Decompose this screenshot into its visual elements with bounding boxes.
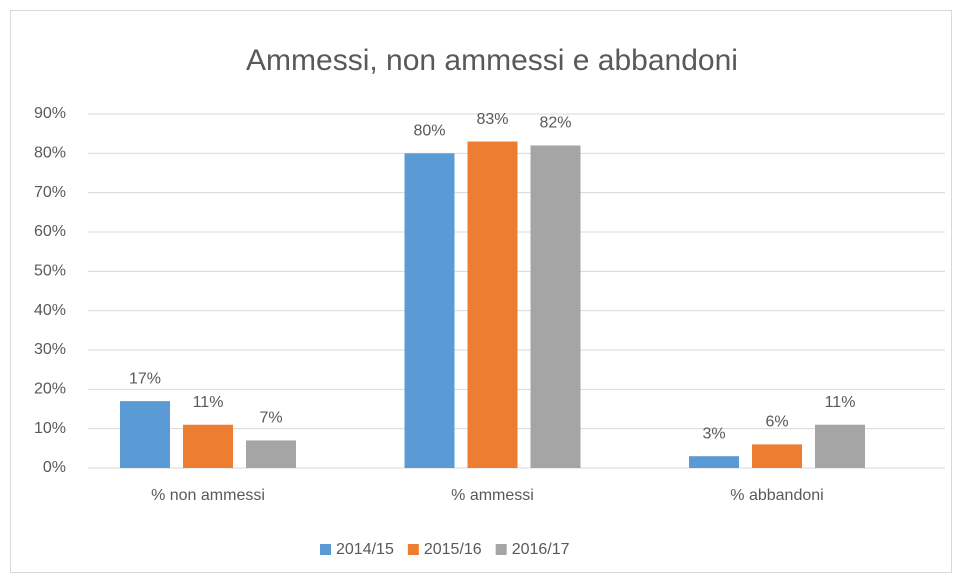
x-tick-label: % abbandoni — [730, 487, 823, 504]
data-label: 83% — [476, 111, 508, 128]
data-label: 11% — [825, 394, 856, 411]
data-label: 82% — [539, 115, 571, 132]
legend-label: 2014/15 — [336, 541, 394, 558]
x-tick-label: % non ammessi — [151, 487, 265, 504]
y-tick-label: 90% — [34, 105, 66, 122]
bar — [689, 456, 739, 468]
data-label: 3% — [702, 425, 725, 442]
legend-swatch — [495, 544, 507, 555]
legend-label: 2016/17 — [512, 541, 570, 558]
y-tick-label: 40% — [34, 302, 66, 319]
y-tick-label: 50% — [34, 263, 66, 280]
y-tick-label: 30% — [34, 341, 66, 358]
bar — [404, 153, 455, 469]
chart-title: Ammessi, non ammessi e abbandoni — [246, 44, 738, 77]
data-label: 80% — [413, 123, 445, 140]
bar — [183, 424, 233, 468]
data-label: 7% — [259, 410, 282, 427]
y-tick-label: 10% — [34, 420, 66, 437]
data-label: 11% — [193, 394, 224, 411]
legend-swatch — [320, 544, 331, 555]
bar — [815, 424, 865, 468]
bar — [752, 444, 802, 468]
bar — [467, 141, 518, 469]
data-label: 6% — [765, 414, 788, 431]
y-tick-label: 70% — [34, 184, 66, 201]
y-tick-label: 0% — [43, 459, 66, 476]
data-label: 17% — [129, 370, 161, 387]
x-tick-label: % ammessi — [451, 487, 534, 504]
legend-label: 2015/16 — [424, 541, 482, 558]
bar — [120, 401, 170, 468]
legend-swatch — [407, 544, 419, 555]
y-tick-label: 80% — [34, 145, 66, 162]
bar — [246, 440, 296, 468]
y-tick-label: 20% — [34, 381, 66, 398]
bar — [530, 145, 581, 468]
y-tick-label: 60% — [34, 223, 66, 240]
